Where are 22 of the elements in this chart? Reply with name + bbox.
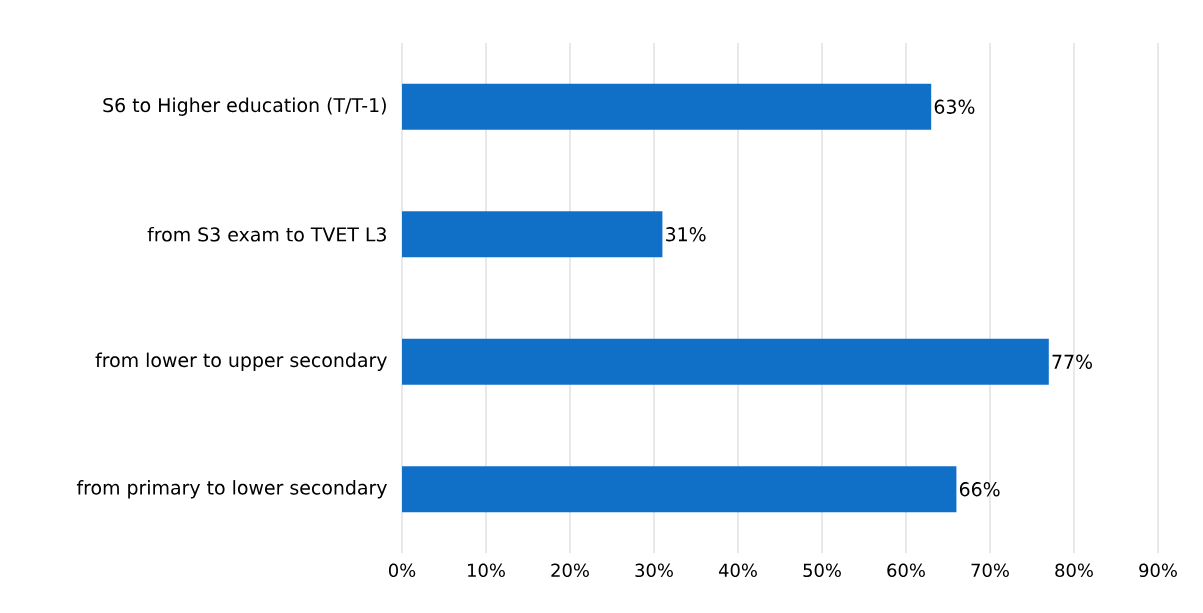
data-label: 31% — [666, 227, 706, 242]
x-tick-label: 90% — [1139, 563, 1177, 578]
x-tick-label: 60% — [887, 563, 925, 578]
y-tick-label: S6 to Higher education (T/T-1) — [103, 97, 386, 116]
x-tick-label: 40% — [718, 563, 757, 578]
bar — [402, 338, 1049, 385]
x-tick-label: 10% — [468, 563, 505, 578]
bar — [402, 466, 957, 513]
x-tick-label: 50% — [803, 563, 841, 578]
bar — [402, 83, 932, 130]
data-label: 63% — [934, 99, 975, 114]
bar — [402, 211, 663, 258]
x-tick-label: 20% — [551, 563, 589, 578]
x-tick-label: 30% — [635, 563, 673, 578]
y-tick-label: from primary to lower secondary — [76, 480, 387, 499]
y-tick-label: from lower to upper secondary — [95, 352, 387, 371]
y-tick-label: from S3 exam to TVET L3 — [147, 226, 386, 242]
x-tick-label: 80% — [1055, 563, 1093, 578]
x-tick-label: 70% — [971, 563, 1009, 578]
data-label: 66% — [959, 482, 1000, 497]
data-label: 77% — [1052, 354, 1093, 369]
x-tick-label: 0% — [388, 563, 416, 578]
